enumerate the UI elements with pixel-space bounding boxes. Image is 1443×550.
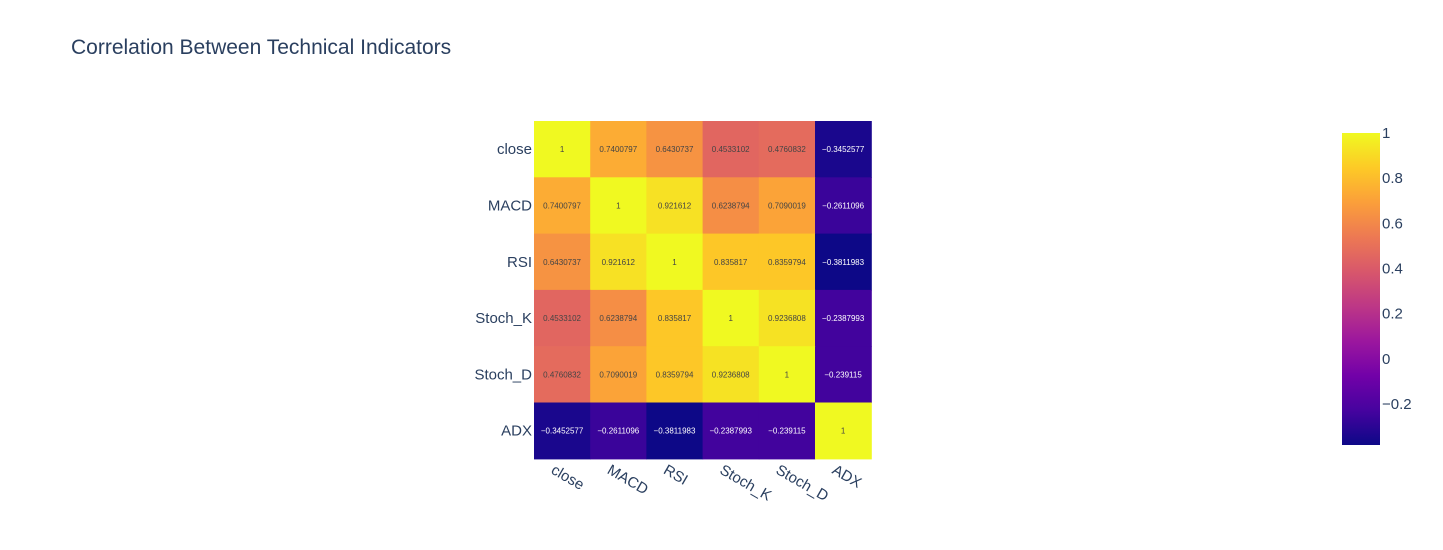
cell-value-label: 0.4760832	[768, 145, 806, 154]
y-tick-label: MACD	[488, 197, 532, 214]
y-tick-label: Stoch_D	[474, 366, 532, 383]
colorbar-tick-label: −0.2	[1382, 396, 1412, 413]
cell-value-label: 0.9236808	[768, 314, 806, 323]
cell-value-label: −0.239115	[768, 427, 806, 436]
heatmap-cell	[815, 346, 872, 404]
cell-value-label: 0.7090019	[599, 370, 637, 379]
heatmap-cell	[646, 121, 704, 178]
y-tick-label: RSI	[507, 254, 532, 271]
heatmap-cell	[646, 402, 704, 460]
colorbar-tick-label: 0.2	[1382, 306, 1403, 323]
x-tick-label: Stoch_D	[773, 462, 831, 506]
y-tick-label: close	[497, 141, 532, 158]
heatmap-cell	[758, 346, 816, 404]
cell-value-label: 1	[560, 145, 565, 154]
cell-value-label: −0.3452577	[822, 145, 865, 154]
x-tick-label: RSI	[661, 462, 691, 489]
cell-value-label: 0.921612	[602, 258, 636, 267]
cell-value-label: −0.3811983	[822, 258, 864, 267]
y-tick-label: Stoch_K	[475, 310, 532, 327]
heatmap-cell	[702, 346, 760, 404]
cell-value-label: −0.2387993	[822, 314, 865, 323]
cell-value-label: 0.7400797	[599, 145, 637, 154]
heatmap-cell	[646, 177, 704, 235]
colorbar: 1 0.8 0.6 0.4 0.2 0 −0.2	[1342, 125, 1412, 445]
x-tick-label: MACD	[604, 462, 651, 499]
heatmap-cell	[758, 289, 816, 347]
heatmap-cell	[646, 289, 704, 347]
heatmap-cell	[534, 402, 591, 460]
cell-value-label: 0.4760832	[543, 370, 581, 379]
cell-value-label: 0.6238794	[712, 201, 750, 210]
x-tick-label: ADX	[829, 462, 864, 492]
heatmap-cell	[702, 177, 760, 235]
heatmap-cell	[815, 233, 872, 291]
y-tick-label: ADX	[501, 423, 532, 440]
heatmap-cell	[590, 121, 647, 178]
cell-value-label: −0.2611096	[822, 201, 864, 210]
heatmap-cell	[702, 402, 760, 460]
x-tick-label: Stoch_K	[717, 462, 775, 505]
heatmap-cell	[702, 121, 760, 178]
heatmap-cell	[590, 402, 647, 460]
colorbar-gradient	[1342, 133, 1380, 445]
heatmap-cell	[646, 346, 704, 404]
cell-value-label: 0.835817	[714, 258, 748, 267]
cell-value-label: 0.7400797	[543, 201, 581, 210]
cell-value-label: 0.8359794	[656, 370, 694, 379]
cell-value-label: 0.9236808	[712, 370, 750, 379]
cell-value-label: 0.6430737	[543, 258, 581, 267]
cell-value-label: 1	[785, 370, 790, 379]
heatmap-cell	[815, 289, 872, 347]
heatmap-cell	[758, 402, 816, 460]
cell-value-label: 1	[672, 258, 677, 267]
heatmap-cell	[590, 289, 647, 347]
cell-value-label: 1	[841, 427, 846, 436]
cell-value-label: 0.835817	[658, 314, 692, 323]
heatmap-cell	[815, 121, 872, 178]
x-tick-label: close	[548, 462, 587, 494]
heatmap-cell	[758, 233, 816, 291]
colorbar-tick-label: 0.4	[1382, 261, 1403, 278]
cell-value-label: −0.2387993	[709, 427, 752, 436]
cell-value-label: −0.2611096	[597, 427, 639, 436]
cell-value-label: 0.921612	[658, 201, 692, 210]
heatmap-cell	[646, 233, 704, 291]
heatmap-cells: 1 0.7400797 0.6430737 0.4533102 0.4760832 −0.…	[534, 121, 872, 460]
colorbar-tick-label: 0	[1382, 351, 1390, 368]
cell-value-label: 0.6430737	[656, 145, 694, 154]
cell-value-label: 0.4533102	[712, 145, 750, 154]
cell-value-label: 0.4533102	[543, 314, 581, 323]
cell-value-label: 0.8359794	[768, 258, 806, 267]
cell-value-label: 1	[728, 314, 733, 323]
colorbar-tick-label: 1	[1382, 125, 1390, 142]
heatmap-cell	[702, 289, 760, 347]
colorbar-tick-label: 0.8	[1382, 170, 1403, 187]
cell-value-label: 0.6238794	[599, 314, 637, 323]
heatmap-cell	[534, 346, 591, 404]
heatmap-cell	[758, 177, 816, 235]
heatmap-cell	[590, 233, 647, 291]
heatmap-cell	[758, 121, 816, 178]
heatmap-cell	[534, 177, 591, 235]
cell-value-label: −0.3452577	[541, 427, 584, 436]
heatmap-cell	[702, 233, 760, 291]
cell-value-label: −0.3811983	[654, 427, 696, 436]
heatmap-cell	[590, 346, 647, 404]
colorbar-tick-label: 0.6	[1382, 215, 1403, 232]
heatmap-cell	[590, 177, 647, 235]
chart-title: Correlation Between Technical Indicators	[71, 36, 452, 59]
cell-value-label: 0.7090019	[768, 201, 806, 210]
heatmap-cell	[815, 402, 872, 460]
y-axis-labels: close MACD RSI Stoch_K Stoch_D ADX	[474, 141, 532, 440]
heatmap-cell	[534, 289, 591, 347]
cell-value-label: 1	[616, 201, 621, 210]
cell-value-label: −0.239115	[824, 370, 862, 379]
heatmap-cell	[534, 233, 591, 291]
heatmap-cell	[534, 121, 591, 178]
heatmap-cell	[815, 177, 872, 235]
